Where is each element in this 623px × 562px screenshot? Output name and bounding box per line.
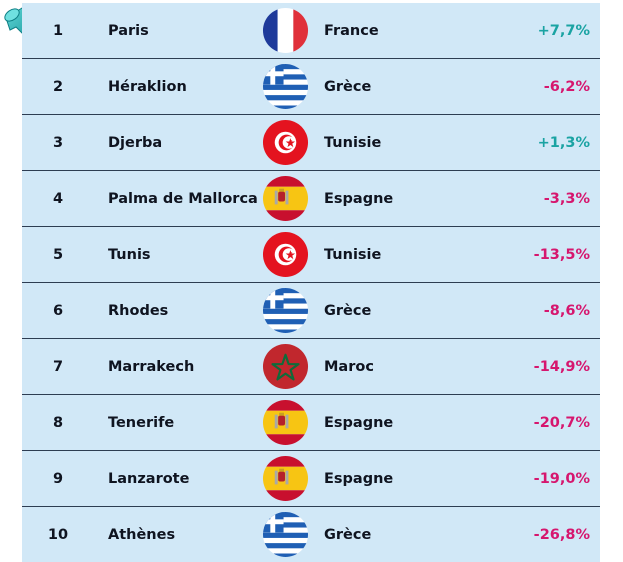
city-name: Palma de Mallorca (108, 190, 258, 207)
greece-flag-icon (261, 283, 309, 338)
rank-number: 5 (52, 246, 64, 263)
rank-number: 2 (52, 78, 64, 95)
rank-number: 6 (52, 302, 64, 319)
city-name: Marrakech (108, 358, 195, 375)
spain-flag-icon (261, 395, 309, 450)
morocco-flag-icon (261, 339, 309, 394)
change-percentage: -8,6% (543, 302, 590, 319)
country-name: Grèce (324, 78, 372, 95)
country-name: Tunisie (324, 134, 382, 151)
tunisia-flag-icon (261, 115, 309, 170)
country-name: France (324, 22, 379, 39)
rank-number: 10 (47, 526, 69, 543)
change-percentage: -3,3% (543, 190, 590, 207)
table-row: 7 Marrakech Maroc -14,9% (22, 339, 600, 395)
city-name: Lanzarote (108, 470, 190, 487)
change-percentage: -19,0% (533, 470, 590, 487)
table-row: 5 Tunis Tunisie -13,5% (22, 227, 600, 283)
rank-number: 4 (52, 190, 64, 207)
country-name: Grèce (324, 526, 372, 543)
change-percentage: +7,7% (537, 22, 590, 39)
change-percentage: +1,3% (537, 134, 590, 151)
city-name: Paris (108, 22, 149, 39)
ranking-table: 1 Paris France +7,7% 2 Héraklion Grèce -6,2% 3… (22, 3, 600, 562)
table-row: 8 Tenerife Espagne -20,7% (22, 395, 600, 451)
change-percentage: -14,9% (533, 358, 590, 375)
city-name: Athènes (108, 526, 176, 543)
table-row: 1 Paris France +7,7% (22, 3, 600, 59)
rank-number: 9 (52, 470, 64, 487)
table-row: 9 Lanzarote Espagne -19,0% (22, 451, 600, 507)
table-row: 6 Rhodes Grèce -8,6% (22, 283, 600, 339)
city-name: Djerba (108, 134, 163, 151)
change-percentage: -20,7% (533, 414, 590, 431)
rank-number: 3 (52, 134, 64, 151)
change-percentage: -13,5% (533, 246, 590, 263)
table-row: 10 Athènes Grèce -26,8% (22, 507, 600, 562)
greece-flag-icon (261, 507, 309, 562)
rank-number: 8 (52, 414, 64, 431)
country-name: Maroc (324, 358, 374, 375)
rank-number: 7 (52, 358, 64, 375)
city-name: Rhodes (108, 302, 169, 319)
france-flag-icon (261, 3, 309, 58)
country-name: Espagne (324, 414, 394, 431)
city-name: Tunis (108, 246, 151, 263)
change-percentage: -26,8% (533, 526, 590, 543)
change-percentage: -6,2% (543, 78, 590, 95)
country-name: Grèce (324, 302, 372, 319)
city-name: Tenerife (108, 414, 175, 431)
city-name: Héraklion (108, 78, 187, 95)
table-row: 3 Djerba Tunisie +1,3% (22, 115, 600, 171)
spain-flag-icon (261, 171, 309, 226)
country-name: Espagne (324, 190, 394, 207)
greece-flag-icon (261, 59, 309, 114)
table-row: 4 Palma de Mallorca Espagne -3,3% (22, 171, 600, 227)
rank-number: 1 (52, 22, 64, 39)
spain-flag-icon (261, 451, 309, 506)
table-row: 2 Héraklion Grèce -6,2% (22, 59, 600, 115)
country-name: Espagne (324, 470, 394, 487)
country-name: Tunisie (324, 246, 382, 263)
tunisia-flag-icon (261, 227, 309, 282)
